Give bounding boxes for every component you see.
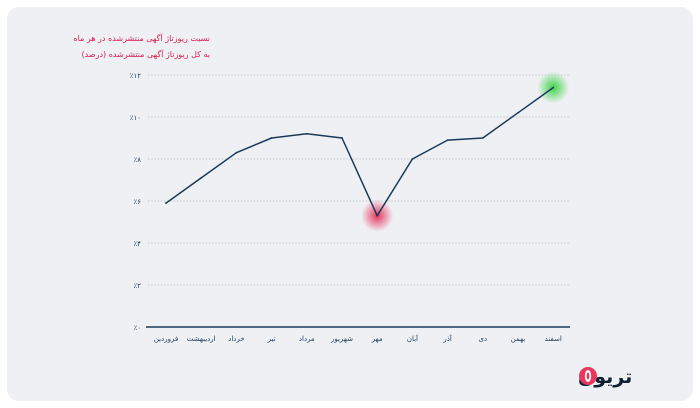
data-point (552, 86, 555, 89)
y-tick-label: ٪۰ (133, 324, 141, 332)
x-tick-label: خرداد (228, 335, 244, 343)
x-tick-label: مرداد (299, 335, 315, 343)
x-tick-label: آذر (442, 334, 452, 343)
x-tick-label: اسفند (545, 335, 562, 343)
y-tick-label: ٪۴ (133, 240, 141, 248)
data-point (270, 137, 273, 139)
x-tick-label: مهر (371, 335, 383, 343)
chart-card (7, 7, 693, 401)
chart-title: نسبت ریوزتاژ آگهی منتشرشده در هر ماه (73, 34, 210, 43)
brand-logo: تریون (578, 366, 632, 388)
data-point (517, 111, 519, 114)
x-tick-label: اردیبهشت (187, 335, 216, 343)
y-tick-label: ٪۸ (133, 156, 141, 164)
y-tick-label: ٪۶ (133, 198, 141, 206)
data-point (376, 214, 379, 217)
data-point (305, 132, 308, 135)
y-tick-label: ٪۱۰ (130, 114, 141, 122)
x-tick-label: بهمن (511, 335, 526, 343)
x-tick-label: آبان (407, 334, 419, 343)
data-point (411, 158, 414, 160)
data-point (200, 177, 203, 179)
series-line (165, 86, 554, 217)
y-tick-label: ٪۲ (133, 282, 141, 290)
y-tick-label: ٪۱۲ (130, 72, 142, 80)
brand-mark-icon (579, 367, 597, 385)
data-point (481, 137, 484, 139)
data-point (446, 139, 449, 142)
x-tick-label: دی (478, 335, 487, 343)
data-point (341, 137, 343, 139)
data-point (165, 202, 167, 205)
x-tick-label: فروردین (154, 335, 178, 343)
x-tick-label: شهریور (330, 335, 353, 343)
chart-subtitle: به کل ریوزتاژ آگهی منتشرشده (درصد) (81, 50, 210, 59)
data-point (235, 151, 238, 154)
x-tick-label: تیر (267, 335, 276, 343)
